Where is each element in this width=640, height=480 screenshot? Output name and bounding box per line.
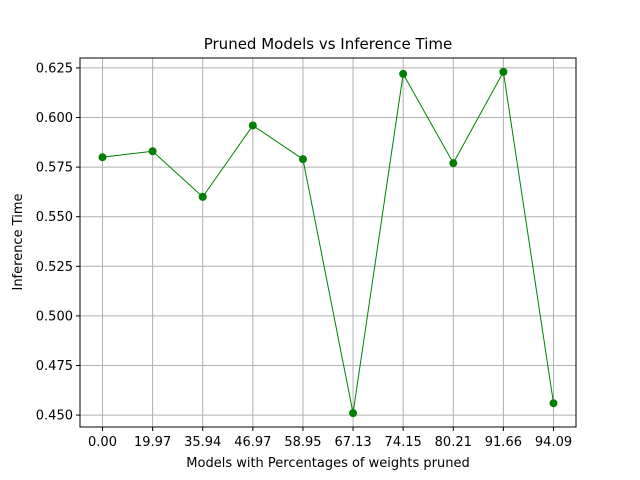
y-axis: 0.450 0.475 0.500 0.525 0.550 0.575 0.600 0.625 (36, 61, 80, 424)
x-tick-label: 0.00 (88, 435, 117, 450)
data-point (148, 147, 157, 156)
y-tick-label: 0.600 (36, 111, 73, 126)
chart-title: Pruned Models vs Inference Time (204, 35, 453, 53)
x-tick-label: 74.15 (385, 435, 422, 450)
x-tick-label: 67.13 (334, 435, 371, 450)
y-tick-label: 0.550 (36, 210, 73, 225)
data-point (549, 399, 558, 408)
y-tick-label: 0.525 (36, 260, 73, 275)
x-tick-label: 80.21 (435, 435, 472, 450)
plot-frame (79, 57, 577, 428)
data-point (399, 69, 408, 78)
grid (80, 58, 576, 427)
data-point (298, 155, 307, 164)
x-axis-title: Models with Percentages of weights prune… (186, 456, 469, 471)
data-point (98, 153, 107, 162)
y-tick-label: 0.625 (36, 61, 73, 76)
series-line (102, 70, 554, 414)
y-tick-label: 0.475 (36, 359, 73, 374)
x-tick-label: 19.97 (134, 435, 171, 450)
data-point (349, 409, 358, 418)
series-group (98, 67, 558, 418)
x-tick-label: 58.95 (284, 435, 321, 450)
x-tick-label: 91.66 (485, 435, 522, 450)
data-point (449, 159, 458, 168)
y-tick-label: 0.500 (36, 309, 73, 324)
y-tick-label: 0.575 (36, 161, 73, 176)
x-tick-label: 46.97 (234, 435, 271, 450)
data-point (198, 192, 207, 201)
data-point (248, 121, 257, 130)
data-point (499, 67, 508, 76)
x-tick-label: 94.09 (535, 435, 572, 450)
x-axis: 0.00 19.97 35.94 46.97 58.95 67.13 74.15 80.21 9… (88, 427, 572, 450)
x-tick-label: 35.94 (184, 435, 221, 450)
y-axis-title: Inference Time (11, 193, 26, 290)
y-tick-label: 0.450 (36, 409, 73, 424)
